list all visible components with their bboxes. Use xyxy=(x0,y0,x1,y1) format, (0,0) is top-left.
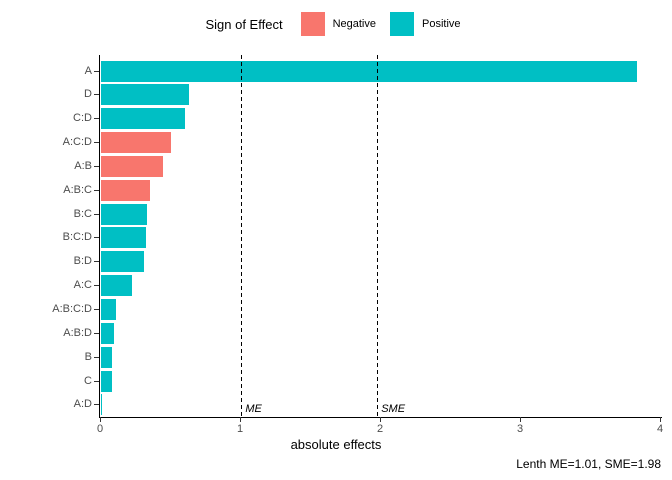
y-axis-label-A:C:D: A:C:D xyxy=(62,136,92,149)
y-axis-label-B:D: B:D xyxy=(73,255,92,268)
y-axis-label-C:D: C:D xyxy=(73,112,92,125)
legend-label: Positive xyxy=(421,18,461,30)
caption: Lenth ME=1.01, SME=1.98 xyxy=(516,457,661,471)
y-axis-label-A:B: A:B xyxy=(74,159,92,172)
y-axis-label-B:C:D: B:C:D xyxy=(62,231,92,244)
y-axis-tick xyxy=(94,118,99,120)
x-axis-tick xyxy=(99,417,101,422)
bar-A:D xyxy=(101,394,103,416)
y-axis-tick xyxy=(94,165,99,167)
bar-B xyxy=(101,346,113,368)
bar-A:C:D xyxy=(101,132,171,154)
bar-A:B:C:D xyxy=(101,299,117,320)
legend: Sign of Effect Negative Positive xyxy=(0,10,672,38)
reference-line-label-sme: SME xyxy=(381,403,406,415)
bar-A xyxy=(101,60,638,82)
y-axis-label-C: C xyxy=(84,374,92,387)
reference-line-me xyxy=(241,55,243,417)
y-axis-label-A:C: A:C xyxy=(73,279,92,292)
legend-swatch-positive xyxy=(389,12,414,36)
bar-A:C xyxy=(101,275,132,297)
y-axis-tick xyxy=(94,380,99,382)
legend-key-negative: Negative xyxy=(300,12,382,36)
y-axis-tick xyxy=(94,142,99,144)
bar-A:B:D xyxy=(101,322,114,344)
bar-A:B xyxy=(101,155,163,177)
bar-A:B:C xyxy=(101,179,150,201)
bar-B:C:D xyxy=(101,227,146,249)
y-axis-tick xyxy=(94,213,99,215)
legend-swatch-negative xyxy=(300,12,325,36)
y-axis-tick xyxy=(94,356,99,358)
y-axis-tick xyxy=(94,332,99,334)
legend-title: Sign of Effect xyxy=(205,16,283,32)
y-axis-tick xyxy=(94,94,99,96)
x-axis-tick xyxy=(659,417,661,422)
x-axis-title: absolute effects xyxy=(290,437,382,452)
bar-D xyxy=(101,84,190,106)
legend-label: Negative xyxy=(332,18,376,30)
bar-B:C xyxy=(101,203,148,225)
x-axis-tick-label: 3 xyxy=(516,423,524,435)
x-axis-tick xyxy=(239,417,241,422)
x-axis-tick-label: 2 xyxy=(376,423,384,435)
y-axis-tick xyxy=(94,189,99,191)
plot-panel: ME SME xyxy=(99,55,662,418)
bar-C xyxy=(101,370,113,392)
y-axis-label-B:C: B:C xyxy=(73,207,92,220)
y-axis-tick xyxy=(94,70,99,72)
x-axis-tick xyxy=(379,417,381,422)
y-axis-tick xyxy=(94,285,99,287)
reference-line-sme xyxy=(377,55,379,417)
x-axis-tick-label: 0 xyxy=(96,423,104,435)
y-axis-tick xyxy=(94,404,99,406)
y-axis-label-A:B:D: A:B:D xyxy=(63,326,92,339)
legend-keys: Negative Positive xyxy=(293,12,467,36)
legend-key-positive: Positive xyxy=(389,12,467,36)
y-axis-tick xyxy=(94,309,99,310)
bar-B:D xyxy=(101,251,145,273)
x-axis-tick-label: 4 xyxy=(656,423,664,435)
x-axis-tick-label: 1 xyxy=(236,423,244,435)
y-axis-label-D: D xyxy=(84,88,92,101)
bar-C:D xyxy=(101,108,185,130)
reference-line-label-me: ME xyxy=(245,403,262,415)
y-axis-tick xyxy=(94,237,99,239)
y-axis-label-A:D: A:D xyxy=(73,398,92,411)
y-axis-tick xyxy=(94,261,99,263)
y-axis-label-A:B:C: A:B:C xyxy=(63,183,92,196)
y-axis-label-A: A xyxy=(84,64,92,77)
y-axis-label-B: B xyxy=(84,350,92,363)
y-axis-label-A:B:C:D: A:B:C:D xyxy=(52,303,92,315)
x-axis-tick xyxy=(519,417,521,422)
